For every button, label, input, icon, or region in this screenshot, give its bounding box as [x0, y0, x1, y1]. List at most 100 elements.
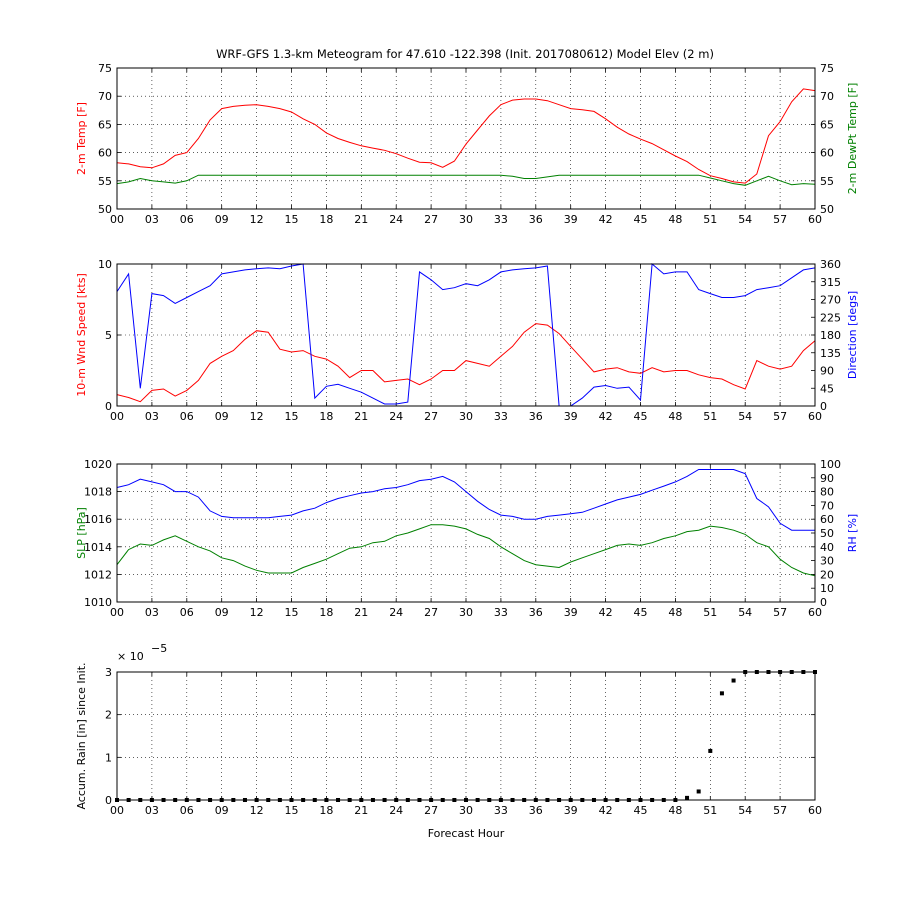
x-tick-label: 21 [354, 213, 368, 226]
y-axis-label-right: 2-m DewPt Temp [F] [846, 83, 859, 195]
x-tick-label: 09 [215, 410, 229, 423]
x-tick-label: 51 [703, 410, 717, 423]
axes-frame [116, 263, 816, 407]
x-tick-label: 00 [110, 213, 124, 226]
y-scale-multiplier: × 10 [117, 650, 144, 663]
x-tick-label: 42 [599, 410, 613, 423]
x-tick-label: 36 [529, 410, 543, 423]
x-tick-label: 51 [703, 804, 717, 817]
x-tick-label: 12 [250, 213, 264, 226]
panel-pressure-humidity: 00 03 06 09 12 15 18 21 24 27 30 33 36 39 42 45 48 51 54 57… [75, 458, 859, 619]
x-tick-label: 12 [250, 606, 264, 619]
y-tick-label-right: 135 [820, 347, 841, 360]
y-tick-label-right: 80 [820, 486, 834, 499]
x-tick-label: 30 [459, 804, 473, 817]
wind-direction-line [116, 262, 816, 407]
x-tick-label: 48 [668, 213, 682, 226]
y-tick-label-left: 1012 [84, 568, 112, 581]
y-tick-label-right: 10 [820, 582, 834, 595]
y-tick-label-right: 100 [820, 458, 841, 471]
x-tick-label: 30 [459, 410, 473, 423]
x-tick-label: 24 [389, 410, 403, 423]
x-tick-label: 18 [319, 410, 333, 423]
y-tick-label-right: 50 [820, 527, 834, 540]
chart-title: WRF-GFS 1.3-km Meteogram for 47.610 -122… [216, 47, 714, 61]
x-tick-label: 27 [424, 213, 438, 226]
y-tick-label-right: 70 [820, 90, 834, 103]
y-tick-label-right: 30 [820, 555, 834, 568]
x-tick-label: 27 [424, 410, 438, 423]
x-tick-label: 18 [319, 804, 333, 817]
rain-point [731, 678, 736, 683]
x-tick-label: 39 [564, 606, 578, 619]
y-axis-label-left: Accum. Rain [in] since Init. [75, 662, 88, 809]
x-tick-label: 21 [354, 606, 368, 619]
y-axis-label-right: Direction [degs] [846, 291, 859, 379]
y-tick-label-left: 60 [98, 147, 112, 160]
x-tick-label: 06 [180, 804, 194, 817]
x-tick-label: 09 [215, 804, 229, 817]
x-tick-label: 54 [738, 804, 752, 817]
x-tick-label: 33 [494, 213, 508, 226]
x-tick-label: 54 [738, 606, 752, 619]
panel-temperature: 00 03 06 09 12 15 18 21 24 27 30 33 36 39 42 45 48 51 54 57… [75, 62, 859, 226]
x-tick-label: 36 [529, 213, 543, 226]
y-tick-label-right: 90 [820, 472, 834, 485]
y-tick-label-left: 1014 [84, 541, 112, 554]
x-tick-label: 03 [145, 804, 159, 817]
x-tick-label: 45 [634, 804, 648, 817]
x-tick-label: 15 [285, 804, 299, 817]
y-tick-label-left: 5 [105, 329, 112, 342]
x-tick-label: 12 [250, 804, 264, 817]
y-tick-label-right: 0 [820, 400, 827, 413]
x-tick-label: 24 [389, 804, 403, 817]
y-axis-label-right: RH [%] [846, 514, 859, 552]
y-tick-label-right: 60 [820, 513, 834, 526]
y-tick-label-right: 70 [820, 499, 834, 512]
x-tick-label: 33 [494, 606, 508, 619]
panel-wind: 00 03 06 09 12 15 18 21 24 27 30 33 36 39 42 45 48 51 54 57… [75, 258, 859, 423]
x-tick-label: 45 [634, 606, 648, 619]
x-tick-label: 60 [808, 410, 822, 423]
y-tick-label-left: 10 [98, 258, 112, 271]
x-tick-label: 00 [110, 410, 124, 423]
y-tick-label-left: 1020 [84, 458, 112, 471]
y-tick-label-right: 40 [820, 541, 834, 554]
x-tick-label: 24 [389, 606, 403, 619]
x-axis-label: Forecast Hour [428, 827, 505, 840]
x-tick-label: 45 [634, 213, 648, 226]
x-tick-label: 00 [110, 804, 124, 817]
x-tick-label: 60 [808, 213, 822, 226]
x-tick-label: 51 [703, 606, 717, 619]
x-tick-label: 21 [354, 804, 368, 817]
rain-point [708, 748, 713, 753]
y-tick-label-right: 65 [820, 118, 834, 131]
x-tick-label: 57 [773, 410, 787, 423]
x-tick-label: 45 [634, 410, 648, 423]
rh-line [116, 469, 815, 531]
y-tick-label-right: 45 [820, 382, 834, 395]
y-axis-label-left: SLP [hPa] [75, 507, 88, 559]
rain-point [719, 691, 724, 696]
y-tick-label-left: 55 [98, 175, 112, 188]
x-tick-label: 54 [738, 410, 752, 423]
axes-frame [116, 671, 816, 801]
x-tick-label: 03 [145, 410, 159, 423]
rain-point [685, 795, 690, 800]
x-tick-label: 15 [285, 410, 299, 423]
y-tick-label-right: 60 [820, 147, 834, 160]
x-tick-label: 06 [180, 410, 194, 423]
y-tick-label-left: 2 [105, 709, 112, 722]
x-tick-label: 27 [424, 804, 438, 817]
y-tick-label-right: 0 [820, 596, 827, 609]
x-tick-label: 60 [808, 606, 822, 619]
x-tick-label: 60 [808, 804, 822, 817]
y-axis-label-left: 2-m Temp [F] [75, 102, 88, 175]
x-tick-label: 18 [319, 213, 333, 226]
x-tick-label: 51 [703, 213, 717, 226]
x-tick-label: 48 [668, 410, 682, 423]
y-tick-label-right: 20 [820, 568, 834, 581]
x-tick-label: 39 [564, 804, 578, 817]
x-tick-label: 42 [599, 213, 613, 226]
